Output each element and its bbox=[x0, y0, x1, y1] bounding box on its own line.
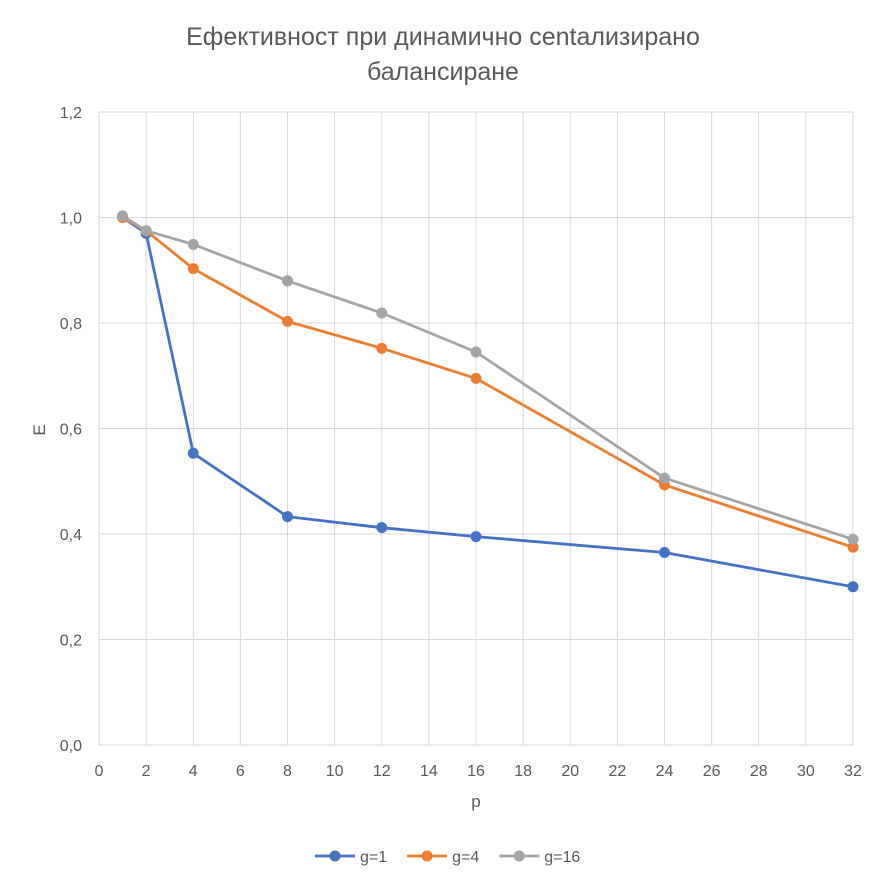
y-tick-label: 1,2 bbox=[60, 105, 82, 122]
x-tick-label: 18 bbox=[514, 763, 532, 780]
x-tick-label: 4 bbox=[189, 763, 198, 780]
y-axis-title: E bbox=[30, 424, 49, 435]
chart-title: Ефективност при динамично centализирано … bbox=[186, 23, 700, 86]
y-tick-label: 0,0 bbox=[60, 738, 82, 755]
data-point bbox=[282, 275, 293, 287]
y-tick-label: 0,6 bbox=[60, 422, 82, 439]
series-g-4 bbox=[117, 212, 859, 553]
data-point bbox=[376, 342, 388, 354]
x-tick-label: 24 bbox=[656, 763, 674, 780]
x-tick-label: 6 bbox=[236, 763, 245, 780]
legend-label: g=1 bbox=[360, 849, 387, 866]
x-tick-label: 28 bbox=[750, 763, 768, 780]
data-point bbox=[470, 346, 482, 358]
series-line bbox=[121, 216, 854, 589]
series-line bbox=[121, 214, 854, 541]
x-axis-tick-labels: 0 2 4 6 8 10 12 14 16 18 20 22 24 26 28 30 32 bbox=[95, 763, 862, 780]
x-tick-label: 30 bbox=[797, 763, 815, 780]
y-axis-tick-labels: 0,0 0,2 0,4 0,6 0,8 1,0 1,2 bbox=[60, 105, 82, 755]
x-tick-label: 16 bbox=[467, 763, 485, 780]
x-tick-label: 32 bbox=[844, 763, 862, 780]
data-point bbox=[847, 541, 859, 553]
x-tick-label: 10 bbox=[326, 763, 344, 780]
x-tick-label: 2 bbox=[142, 763, 151, 780]
legend-marker bbox=[513, 850, 525, 862]
legend-item: g=1 bbox=[315, 849, 387, 866]
data-point bbox=[847, 581, 859, 593]
x-axis-title: p bbox=[471, 792, 480, 811]
series-g-1 bbox=[117, 212, 859, 593]
chart-title-line-2: балансиране bbox=[367, 58, 519, 86]
y-tick-label: 0,8 bbox=[60, 316, 82, 333]
chart-title-line-1: Ефективност при динамично centализирано bbox=[186, 23, 700, 51]
x-tick-label: 12 bbox=[373, 763, 391, 780]
data-point bbox=[659, 472, 670, 484]
x-tick-label: 14 bbox=[420, 763, 438, 780]
data-point bbox=[187, 238, 199, 250]
data-point bbox=[376, 522, 388, 534]
data-point bbox=[282, 511, 293, 523]
legend: g=1 g=4 g=16 bbox=[315, 849, 580, 866]
x-tick-label: 8 bbox=[283, 763, 292, 780]
horizontal-gridlines bbox=[99, 111, 853, 746]
data-point bbox=[847, 533, 859, 545]
data-point bbox=[187, 263, 199, 275]
series-g-16 bbox=[117, 210, 859, 545]
data-point bbox=[187, 447, 199, 459]
data-point bbox=[659, 546, 670, 558]
data-point bbox=[470, 531, 482, 543]
x-tick-label: 0 bbox=[95, 763, 104, 780]
legend-label: g=16 bbox=[544, 849, 580, 866]
x-tick-label: 22 bbox=[608, 763, 626, 780]
data-point bbox=[376, 307, 388, 319]
legend-label: g=4 bbox=[452, 849, 479, 866]
legend-marker bbox=[329, 850, 341, 862]
legend-item: g=16 bbox=[499, 849, 580, 866]
x-tick-label: 26 bbox=[703, 763, 721, 780]
y-tick-label: 1,0 bbox=[60, 211, 82, 228]
legend-item: g=4 bbox=[407, 849, 479, 866]
data-point bbox=[117, 210, 129, 222]
series-layer bbox=[117, 210, 859, 593]
series-line bbox=[121, 216, 854, 549]
y-tick-label: 0,2 bbox=[60, 633, 82, 650]
data-point bbox=[282, 315, 293, 327]
data-point bbox=[140, 225, 152, 237]
y-tick-label: 0,4 bbox=[60, 527, 82, 544]
data-point bbox=[470, 372, 482, 384]
x-tick-label: 20 bbox=[561, 763, 579, 780]
legend-marker bbox=[421, 850, 433, 862]
